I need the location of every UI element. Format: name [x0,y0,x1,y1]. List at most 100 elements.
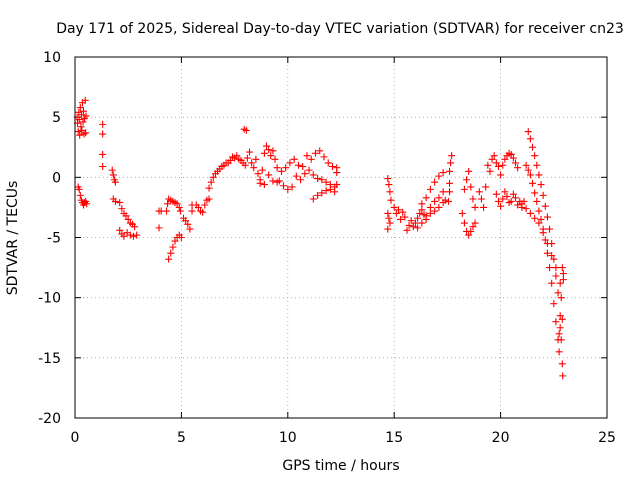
data-point [526,171,534,179]
data-point [414,224,422,232]
data-point [471,203,479,211]
data-point [186,225,194,233]
data-point [322,178,330,186]
data-point [78,126,86,134]
data-point [463,176,471,184]
data-point [116,199,124,207]
data-point [275,177,283,185]
data-point [292,172,300,180]
data-point [320,153,328,161]
data-point [99,120,107,128]
data-point [318,189,326,197]
x-tick-label: 0 [71,430,80,446]
data-point [386,188,394,196]
data-point [552,272,560,280]
data-point [471,219,479,227]
data-point [469,195,477,203]
data-point [526,209,534,217]
data-point [467,183,475,191]
data-point [288,183,296,191]
data-point [333,169,341,177]
data-point [82,112,90,120]
data-point [465,231,473,239]
data-point [559,372,567,380]
data-point [384,209,392,217]
data-point [328,163,336,171]
data-point [435,203,443,211]
data-point [75,185,83,193]
data-point [535,207,543,215]
data-point [448,152,456,160]
data-point [518,200,526,208]
data-point [184,220,192,228]
data-point [207,178,215,186]
y-tick-label: 0 [52,170,61,186]
data-point [554,336,562,344]
data-point [422,215,430,223]
data-point [390,203,398,211]
y-tick-label: 10 [43,50,61,66]
y-axis-label: SDTVAR / TECUs [5,181,21,296]
data-point [501,188,509,196]
data-point [333,181,341,189]
data-point [301,170,309,178]
data-point [511,159,519,167]
data-point [260,181,268,189]
data-point [242,126,250,134]
data-point [318,176,326,184]
data-point [531,214,539,222]
data-point [173,200,181,208]
data-point [431,197,439,205]
data-point [492,190,500,198]
data-point [426,209,434,217]
data-point [514,164,522,172]
data-point [475,188,483,196]
data-point [201,201,209,209]
data-point [559,276,567,284]
data-point [167,249,175,257]
data-point [541,236,549,244]
data-point [124,215,132,223]
data-point [501,155,509,163]
data-point [109,171,117,179]
data-point [556,324,564,332]
data-point [416,209,424,217]
data-point [543,249,551,257]
data-point [555,348,563,356]
data-point [75,116,83,124]
data-point [250,164,258,172]
data-point [177,234,185,241]
data-point [111,197,119,205]
data-point [263,142,271,150]
data-point [122,212,130,220]
data-point [241,161,249,169]
data-point [271,155,279,163]
data-point [164,200,172,208]
data-point [80,130,88,138]
data-point [557,294,565,302]
data-point [477,195,485,203]
data-point [280,182,288,190]
data-point [324,159,332,167]
data-point [297,176,305,184]
data-point [465,167,473,175]
data-point [322,187,330,195]
data-point [531,152,539,160]
data-point [556,312,564,320]
data-point [548,279,556,287]
data-point [77,123,85,131]
data-point [509,190,517,198]
data-point [267,152,275,160]
data-point [546,264,554,272]
data-point [458,209,466,217]
data-point [529,179,537,187]
x-axis-label: GPS time / hours [282,458,399,474]
data-point [439,169,447,177]
data-point [558,264,566,272]
data-point [258,166,266,174]
plot-frame [74,56,608,419]
data-point [118,205,126,213]
data-point [435,172,443,180]
data-point [405,221,413,229]
y-tick-label: -5 [47,231,61,247]
